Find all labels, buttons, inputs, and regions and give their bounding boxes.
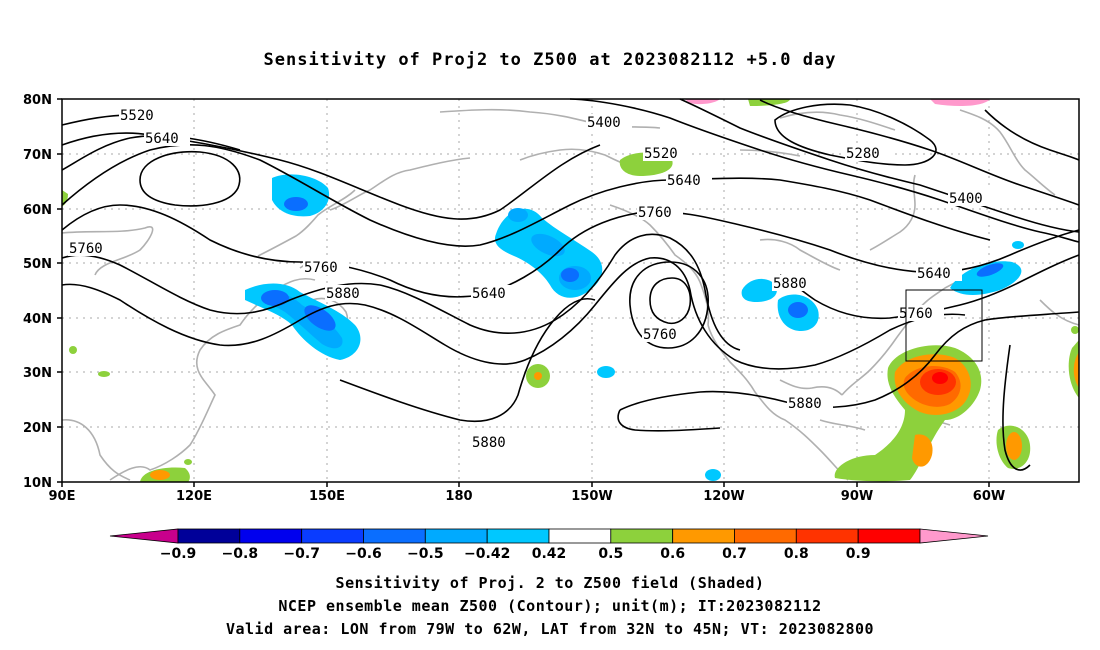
contour-label: 5520	[644, 146, 678, 162]
contour-label: 5880	[326, 286, 360, 302]
colorbar-label: −0.8	[222, 546, 259, 562]
colorbar-cell	[363, 528, 426, 544]
contour-label: 5760	[304, 260, 338, 276]
lat-label: 40N	[23, 312, 52, 327]
lat-label: 50N	[23, 257, 52, 272]
lat-label: 80N	[23, 93, 52, 108]
lon-label: 90W	[841, 489, 873, 504]
colorbar-cell	[177, 528, 241, 544]
sensitivity-shading	[62, 99, 1079, 482]
colorbar-cell	[734, 528, 797, 544]
colorbar-high-end	[919, 528, 989, 544]
colorbar-cell	[610, 528, 673, 544]
lat-label: 10N	[23, 476, 52, 491]
colorbar-label: −0.7	[283, 546, 320, 562]
latitude-labels: 80N 70N 60N 50N 40N 30N 20N 10N	[23, 93, 52, 491]
colorbar-label: −0.9	[160, 546, 197, 562]
chart-title: Sensitivity of Proj2 to Z500 at 20230821…	[263, 50, 837, 70]
axis-ticks	[57, 98, 990, 487]
contour-labels: 5520 5640 5400 5520 5640 5280 5400 5760 …	[68, 107, 994, 451]
contour-label: 5880	[773, 276, 807, 292]
caption-contour: NCEP ensemble mean Z500 (Contour); unit(…	[278, 597, 822, 615]
contour-label: 5400	[587, 115, 621, 131]
lon-label: 90E	[49, 489, 76, 504]
colorbar-label: −0.5	[407, 546, 444, 562]
contour-label: 5400	[949, 191, 983, 207]
lat-label: 60N	[23, 203, 52, 218]
colorbar-low-end	[109, 528, 179, 544]
lat-label: 30N	[23, 366, 52, 381]
contour-label: 5760	[69, 241, 103, 257]
contour-label: 5760	[643, 327, 677, 343]
colorbar: −0.9 −0.8 −0.7 −0.6 −0.5 −0.42 0.42 0.5 0.6 0.7 0.…	[109, 528, 989, 562]
colorbar-label: 0.8	[784, 546, 809, 562]
colorbar-cell	[301, 528, 364, 544]
colorbar-cell	[795, 528, 859, 544]
sensitivity-map: 5520 5640 5400 5520 5640 5280 5400 5760 …	[23, 93, 1080, 562]
colorbar-label: −0.42	[464, 546, 510, 562]
contour-label: 5640	[472, 286, 506, 302]
contour-label: 5520	[120, 108, 154, 124]
lon-label: 150E	[309, 489, 345, 504]
colorbar-cell	[486, 528, 550, 544]
lon-label: 180	[445, 489, 472, 504]
contour-label: 5640	[917, 266, 951, 282]
contour-label: 5760	[899, 306, 933, 322]
contour-label: 5880	[788, 396, 822, 412]
colorbar-cell	[424, 528, 488, 544]
contour-label: 5880	[472, 435, 506, 451]
contour-label: 5280	[846, 146, 880, 162]
colorbar-cell	[857, 528, 921, 544]
lon-label: 150W	[571, 489, 612, 504]
caption-valid-area: Valid area: LON from 79W to 62W, LAT fro…	[225, 620, 875, 638]
lon-label: 120E	[176, 489, 212, 504]
colorbar-label: 0.7	[722, 546, 747, 562]
lat-label: 70N	[23, 148, 52, 163]
longitude-labels: 90E 120E 150E 180 150W 120W 90W 60W	[49, 489, 1006, 504]
colorbar-label: 0.9	[846, 546, 871, 562]
colorbar-label: −0.6	[345, 546, 382, 562]
colorbar-label: 0.6	[660, 546, 685, 562]
valid-area-box	[905, 289, 983, 362]
lon-label: 120W	[703, 489, 744, 504]
colorbar-cell	[548, 528, 612, 544]
lat-label: 20N	[23, 421, 52, 436]
contour-label: 5640	[145, 131, 179, 147]
colorbar-label: 0.5	[598, 546, 623, 562]
contour-label: 5640	[667, 173, 701, 189]
lon-label: 60W	[973, 489, 1005, 504]
colorbar-label: 0.42	[532, 546, 567, 562]
caption-shading: Sensitivity of Proj. 2 to Z500 field (Sh…	[335, 574, 765, 592]
contour-label: 5760	[638, 205, 672, 221]
colorbar-cell	[672, 528, 735, 544]
colorbar-cell	[239, 528, 303, 544]
